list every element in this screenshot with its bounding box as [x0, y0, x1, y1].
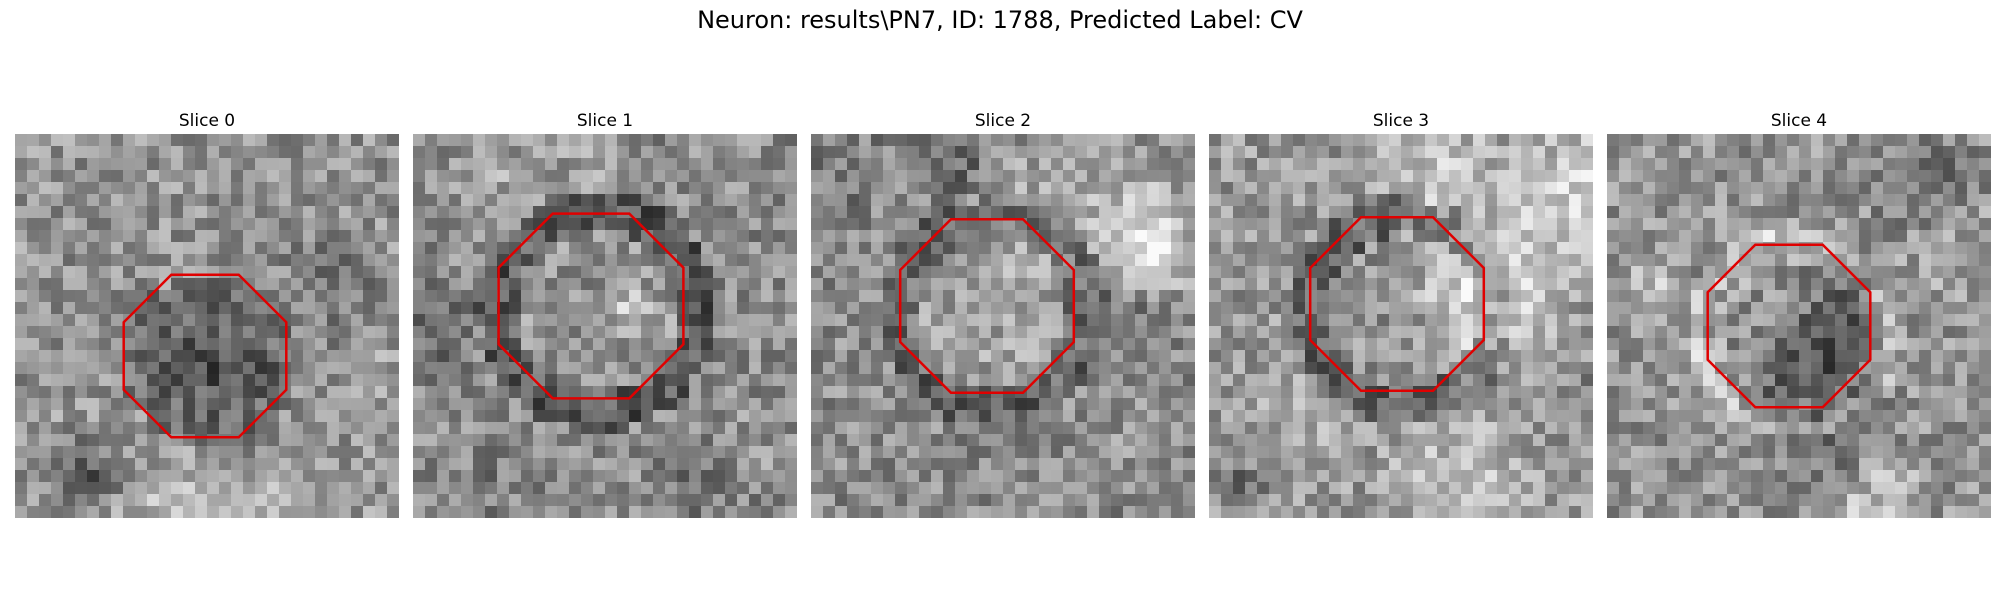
slice-panel-0: Slice 0	[15, 108, 399, 518]
slice-image-1	[413, 134, 797, 518]
roi-outline	[1308, 215, 1486, 393]
slice-panel-2: Slice 2	[811, 108, 1195, 518]
roi-outline	[898, 217, 1076, 395]
slice-pixels	[1607, 134, 1991, 518]
slice-title-1: Slice 1	[576, 111, 634, 131]
slice-pixels	[413, 134, 797, 518]
slice-title-4: Slice 4	[1770, 111, 1828, 131]
slice-title-0: Slice 0	[178, 111, 236, 131]
slice-image-3	[1209, 134, 1593, 518]
slice-pixels	[1209, 134, 1593, 518]
slice-panel-3: Slice 3	[1209, 108, 1593, 518]
roi-outline	[497, 212, 685, 400]
slice-title-2: Slice 2	[974, 111, 1032, 131]
figure-title: Neuron: results\PN7, ID: 1788, Predicted…	[697, 6, 1303, 34]
slice-panel-4: Slice 4	[1607, 108, 1991, 518]
slice-title-3: Slice 3	[1372, 111, 1430, 131]
slice-pixels	[811, 134, 1195, 518]
slice-pixels	[15, 134, 399, 518]
slice-image-2	[811, 134, 1195, 518]
slice-image-4	[1607, 134, 1991, 518]
roi-outline	[1706, 243, 1872, 409]
slice-panel-1: Slice 1	[413, 108, 797, 518]
roi-outline	[122, 273, 288, 439]
slice-image-0	[15, 134, 399, 518]
